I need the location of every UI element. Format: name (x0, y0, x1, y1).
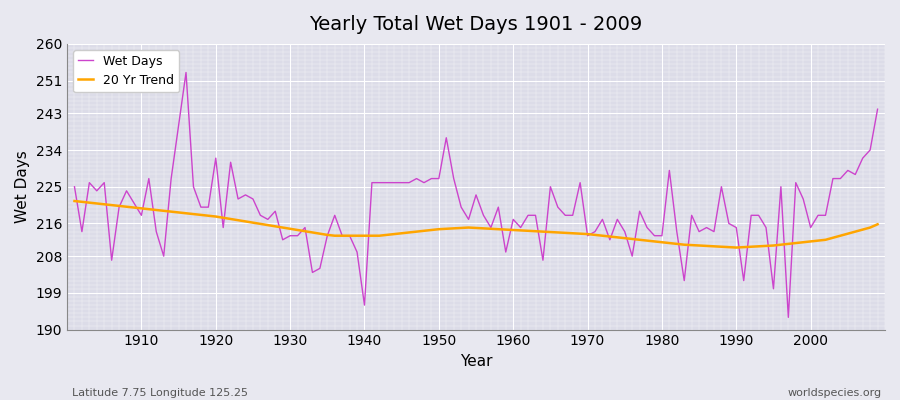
Wet Days (872, 107, 883, 112)
20 Yr Trend (597, 233, 608, 238)
Legend: Wet Days, 20 Yr Trend: Wet Days, 20 Yr Trend (73, 50, 179, 92)
20 Yr Trend (731, 245, 742, 250)
20 Yr Trend (500, 227, 511, 232)
Wet Days (344, 233, 355, 238)
Wet Days (783, 315, 794, 320)
Wet Days (300, 225, 310, 230)
Title: Yearly Total Wet Days 1901 - 2009: Yearly Total Wet Days 1901 - 2009 (310, 15, 643, 34)
Wet Days (129, 201, 140, 206)
20 Yr Trend (508, 228, 518, 232)
20 Yr Trend (129, 205, 140, 210)
Wet Days (515, 225, 526, 230)
Wet Days (508, 217, 518, 222)
20 Yr Trend (337, 233, 347, 238)
Wet Days (181, 70, 192, 75)
Wet Days (69, 184, 80, 189)
20 Yr Trend (292, 228, 303, 232)
Text: Latitude 7.75 Longitude 125.25: Latitude 7.75 Longitude 125.25 (72, 388, 248, 398)
Line: Wet Days: Wet Days (75, 72, 878, 317)
Wet Days (605, 237, 616, 242)
20 Yr Trend (872, 222, 883, 227)
Text: worldspecies.org: worldspecies.org (788, 388, 882, 398)
20 Yr Trend (69, 199, 80, 204)
Line: 20 Yr Trend: 20 Yr Trend (75, 201, 878, 248)
X-axis label: Year: Year (460, 354, 492, 369)
Y-axis label: Wet Days: Wet Days (15, 150, 30, 223)
